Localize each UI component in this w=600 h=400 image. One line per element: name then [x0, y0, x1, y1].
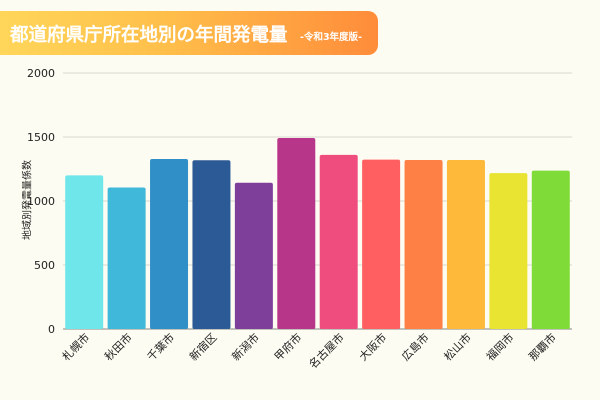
chart-title: 都道府県庁所在地別の年間発電量 — [10, 25, 288, 46]
bar — [192, 160, 231, 329]
x-tick-label: 大阪市 — [356, 330, 389, 363]
x-tick-label: 甲府市 — [271, 330, 304, 363]
bar — [65, 175, 104, 329]
bar — [234, 182, 273, 329]
x-tick-label: 千葉市 — [144, 330, 177, 363]
y-tick-label: 2000 — [27, 67, 55, 80]
x-tick-label: 秋田市 — [102, 330, 135, 363]
x-tick-label: 広島市 — [398, 330, 431, 363]
bar — [150, 159, 189, 329]
y-tick-label: 500 — [34, 259, 55, 272]
title-banner: 都道府県庁所在地別の年間発電量 -令和3年度版- — [0, 11, 378, 55]
bar — [531, 170, 570, 329]
chart-subtitle: -令和3年度版- — [300, 32, 362, 43]
bar — [362, 159, 401, 329]
x-tick-label: 新宿区 — [186, 330, 219, 363]
bar — [489, 173, 528, 329]
bar — [107, 187, 146, 329]
bar — [277, 138, 316, 329]
x-tick-label: 松山市 — [441, 330, 474, 363]
x-tick-label: 新潟市 — [229, 330, 262, 363]
y-tick-label: 0 — [48, 323, 55, 336]
y-tick-label: 1500 — [27, 131, 55, 144]
x-tick-label: 那覇市 — [526, 330, 559, 363]
x-tick-label: 福岡市 — [483, 330, 516, 363]
bar — [446, 160, 485, 329]
x-tick-label: 名古屋市 — [306, 330, 347, 371]
x-tick-label: 札幌市 — [59, 330, 92, 363]
bar — [319, 154, 358, 329]
y-tick-label: 1000 — [27, 195, 55, 208]
bar — [404, 160, 443, 329]
